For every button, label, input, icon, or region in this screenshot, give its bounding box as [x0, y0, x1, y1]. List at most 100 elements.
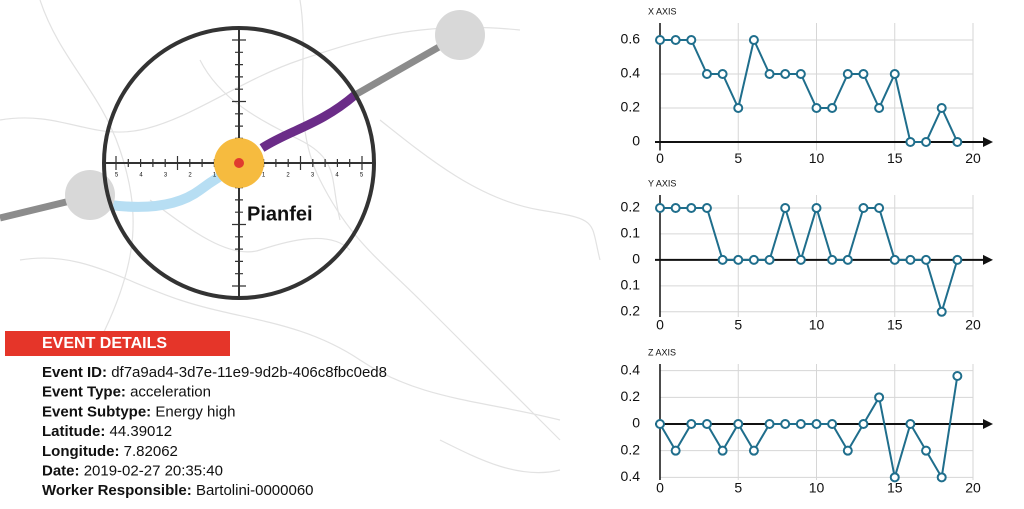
axis-arrow	[983, 419, 993, 429]
detail-value: acceleration	[130, 384, 211, 401]
data-point	[795, 69, 806, 79]
detail-label: Event Type:	[42, 384, 126, 401]
axis-arrow	[983, 254, 993, 265]
data-point	[733, 103, 744, 113]
data-point	[764, 419, 775, 429]
place-name: Pianfei	[247, 203, 313, 225]
map: Pianfei 5 4 3 2 1 1 2 3 4 5	[0, 0, 601, 474]
data-point	[655, 419, 665, 429]
scale-label: 5	[360, 173, 364, 179]
data-point	[858, 69, 869, 79]
detail-line: Worker Responsible: Bartolini-0000060	[42, 482, 314, 499]
x-tick-label: 10	[809, 480, 825, 496]
x-tick-label: 15	[887, 150, 903, 166]
data-point	[952, 254, 963, 265]
y-tick-label: 0.2	[621, 199, 641, 215]
data-point	[655, 202, 665, 213]
series-line	[660, 36, 959, 143]
scale-label: 5	[115, 173, 119, 179]
axis-arrow	[983, 137, 993, 147]
detail-value: Energy high	[155, 403, 235, 420]
data-point	[795, 419, 806, 429]
scale-label: 1	[262, 173, 266, 179]
data-point	[952, 137, 963, 147]
data-point	[670, 35, 681, 45]
data-point	[889, 472, 900, 483]
detail-line: Longitude: 7.82062	[42, 443, 178, 460]
detail-line: Date: 2019-02-27 20:35:40	[42, 462, 223, 479]
scale-label: 1	[213, 173, 217, 179]
data-point	[748, 445, 759, 456]
chart: Z AXIS 0.4 0.2 0 0.2 0.4 0 5 10 15 20	[621, 347, 993, 496]
data-point	[670, 445, 681, 456]
series-line	[659, 375, 959, 481]
x-tick-label: 20	[965, 317, 981, 333]
detail-line: Event ID: df7a9ad4-3d7e-11e9-9d2b-406c8f…	[42, 364, 387, 381]
data-point	[717, 69, 728, 79]
detail-value: Bartolini-0000060	[196, 482, 314, 499]
route-next	[259, 91, 358, 152]
chart: X AXIS 0 0.2 0.4 0.6 0 5 10 15 20	[621, 6, 993, 166]
data-point	[670, 202, 681, 213]
y-tick-label: 0.4	[621, 361, 641, 377]
axis-title: X AXIS	[648, 6, 677, 16]
scale-labels: 5 4 3 2 1 1 2 3 4 5	[115, 173, 364, 179]
data-point	[827, 103, 838, 113]
banner	[5, 331, 230, 356]
data-point	[905, 254, 916, 265]
data-point	[827, 254, 838, 265]
data-point	[795, 254, 806, 265]
detail-value: df7a9ad4-3d7e-11e9-9d2b-406c8fbc0ed8	[111, 364, 387, 381]
axis-title: Z AXIS	[648, 347, 676, 357]
scale-label: 3	[311, 173, 315, 179]
data-point	[701, 202, 712, 213]
data-point	[811, 419, 822, 429]
y-tick-label: 0.4	[621, 65, 641, 81]
data-point	[733, 254, 744, 265]
data-point	[733, 419, 744, 429]
detail-label: Longitude:	[42, 443, 119, 460]
background-roads	[0, 0, 601, 474]
x-tick-label: 5	[734, 480, 742, 496]
x-tick-label: 0	[656, 317, 664, 333]
detail-label: Event Subtype:	[42, 403, 151, 420]
axis-title: Y AXIS	[648, 178, 676, 188]
detail-value: 44.39012	[110, 423, 173, 440]
data-point	[889, 254, 900, 265]
detail-line: Latitude: 44.39012	[42, 423, 172, 440]
banner-title: EVENT DETAILS	[42, 335, 167, 352]
data-point	[780, 69, 791, 79]
data-point	[764, 69, 775, 79]
detail-line: Event Type: acceleration	[42, 384, 211, 401]
x-tick-label: 15	[887, 480, 903, 496]
data-point	[717, 445, 728, 456]
x-tick-label: 5	[734, 317, 742, 333]
scale-label: 4	[139, 173, 143, 179]
data-point	[811, 202, 822, 213]
data-point	[717, 254, 728, 265]
x-tick-label: 0	[656, 150, 664, 166]
x-tick-label: 20	[965, 480, 981, 496]
data-point	[858, 202, 869, 213]
x-tick-label: 10	[809, 150, 825, 166]
data-point	[936, 472, 947, 483]
data-point	[811, 103, 822, 113]
data-point	[842, 254, 853, 265]
y-tick-label: 0.6	[621, 31, 641, 47]
event-details: EVENT DETAILS Event ID: df7a9ad4-3d7e-11…	[5, 331, 387, 499]
location-dot	[234, 158, 244, 168]
detail-label: Date:	[42, 462, 80, 479]
scale-label: 3	[164, 173, 168, 179]
scale-label: 4	[335, 173, 339, 179]
data-point	[842, 445, 853, 456]
detail-value: 7.82062	[124, 443, 178, 460]
data-point	[748, 254, 759, 265]
y-tick-label: 0.2	[621, 99, 641, 115]
detail-label: Event ID:	[42, 364, 107, 381]
x-tick-label: 10	[809, 317, 825, 333]
data-point	[921, 254, 932, 265]
detail-value: 2019-02-27 20:35:40	[84, 462, 223, 479]
data-point	[905, 419, 916, 429]
data-point	[764, 254, 775, 265]
